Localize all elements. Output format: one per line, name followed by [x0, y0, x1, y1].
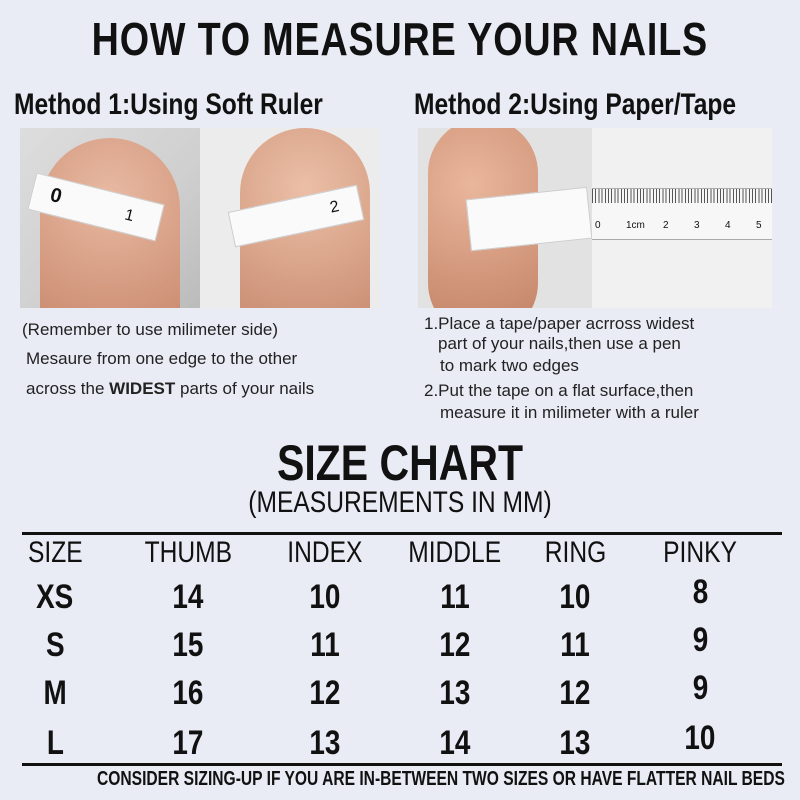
size-chart-title: SIZE CHART	[277, 435, 523, 491]
table-cell: 14	[439, 724, 471, 762]
ruler-photo: 0 1cm 2 3 4 5	[592, 128, 772, 308]
method2-step2a: 2.Put the tape on a flat surface,then	[424, 381, 694, 400]
table-cell: 9	[692, 669, 708, 707]
table-cell: 11	[310, 626, 340, 664]
column-header: PINKY	[663, 536, 737, 569]
table-cell: 11	[560, 626, 590, 664]
column-header: THUMB	[144, 536, 232, 569]
column-header: MIDDLE	[408, 536, 502, 569]
table-cell: 13	[439, 674, 471, 712]
table-cell: 12	[309, 674, 341, 712]
method2-step2b: measure it in milimeter with a ruler	[440, 403, 699, 422]
table-cell: 12	[439, 626, 471, 664]
table-cell: 9	[692, 621, 708, 659]
method2-step1a: 1.Place a tape/paper acrross widest	[424, 314, 695, 333]
table-cell: 8	[692, 573, 708, 611]
size-label: XS	[36, 578, 74, 616]
table-cell: 14	[172, 578, 204, 616]
page-title: HOW TO MEASURE YOUR NAILS	[91, 13, 709, 65]
footer-note: CONSIDER SIZING-UP IF YOU ARE IN-BETWEEN…	[97, 768, 785, 790]
table-cell: 12	[559, 674, 591, 712]
table-cell: 10	[309, 578, 341, 616]
table-cell: 10	[559, 578, 591, 616]
table-cell: 10	[684, 719, 716, 757]
table-bottom-rule	[22, 763, 782, 766]
table-cell: 17	[172, 724, 204, 762]
table-top-rule	[22, 532, 782, 535]
size-chart-subtitle: (MEASUREMENTS IN MM)	[248, 486, 552, 519]
method2-step1b: part of your nails,then use a pen	[438, 334, 681, 353]
table-cell: 11	[440, 578, 470, 616]
method1-note: (Remember to use milimeter side)	[22, 320, 279, 339]
size-label: M	[43, 674, 67, 712]
table-cell: 13	[559, 724, 591, 762]
method1-heading: Method 1:Using Soft Ruler	[14, 88, 323, 121]
size-label: S	[45, 626, 65, 664]
column-header: SIZE	[27, 536, 83, 569]
method1-line2: across the WIDEST parts of your nails	[26, 379, 315, 398]
size-label: L	[46, 724, 64, 762]
table-cell: 16	[172, 674, 204, 712]
method1-line1: Mesaure from one edge to the other	[26, 349, 298, 368]
table-cell: 15	[172, 626, 204, 664]
paper-tape-photo	[418, 128, 592, 308]
column-header: INDEX	[287, 536, 363, 569]
table-cell: 13	[309, 724, 341, 762]
soft-ruler-photo-2: 2	[200, 128, 380, 308]
column-header: RING	[544, 536, 606, 569]
method2-step1c: to mark two edges	[440, 356, 579, 375]
method2-heading: Method 2:Using Paper/Tape	[414, 88, 737, 121]
